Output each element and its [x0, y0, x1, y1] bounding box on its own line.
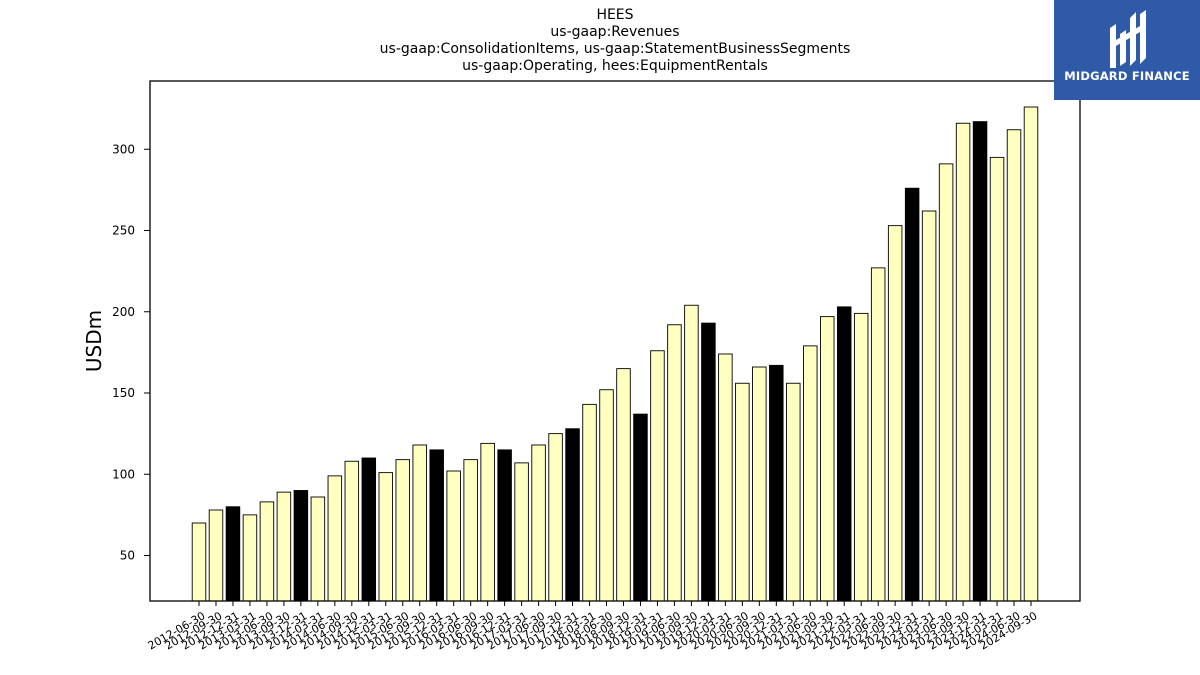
bar-2018-09-30 [616, 368, 631, 602]
bar-2023-09-30 [955, 122, 971, 602]
bar-2012-06-30 [191, 522, 207, 602]
chart-title-block: HEES us-gaap:Revenues us-gaap:Consolidat… [150, 7, 1080, 75]
bar-2013-09-30 [276, 491, 292, 602]
bar-2013-12-31 [293, 490, 309, 602]
plot-frame [149, 80, 1081, 602]
chart-title: HEES [596, 7, 634, 23]
bar-2022-09-30 [887, 225, 903, 602]
bar-2015-12-31 [429, 449, 444, 602]
bar-2019-09-30 [684, 304, 699, 602]
bar-2021-09-30 [820, 316, 835, 602]
midgard-logo-icon [1054, 0, 1200, 100]
bar-2022-03-31 [853, 312, 869, 602]
bar-2023-12-31 [972, 121, 988, 602]
y-tick-label: 50 [120, 549, 135, 563]
bar-2023-06-30 [938, 163, 954, 602]
y-tick-label: 300 [112, 142, 135, 156]
bar-2013-03-31 [242, 514, 258, 602]
bar-2014-03-31 [310, 496, 326, 602]
chart-subtitle-concept: us-gaap:Revenues [550, 24, 680, 40]
midgard-finance-logo: MIDGARD FINANCE [1054, 0, 1200, 100]
bar-2023-03-31 [921, 210, 937, 602]
bar-2024-06-30 [1006, 129, 1022, 602]
x-axis: 2012-06-302012-09-302012-12-312013-03-31… [146, 601, 1040, 652]
bar-2020-03-31 [718, 353, 733, 602]
bar-2017-12-31 [565, 428, 580, 602]
y-axis: 50 100 150 200 250 300 [112, 142, 150, 563]
bar-2017-03-31 [514, 462, 529, 602]
bar-2019-12-31 [701, 322, 716, 602]
bar-2020-12-31 [769, 364, 784, 602]
bar-2015-09-30 [412, 444, 427, 602]
bar-2021-03-31 [786, 382, 801, 602]
bar-2021-12-31 [836, 306, 852, 602]
bar-2024-09-30 [1023, 106, 1039, 602]
y-tick-label: 200 [112, 305, 135, 319]
bar-2014-09-30 [344, 460, 360, 602]
bar-2017-06-30 [531, 444, 546, 602]
bar-2014-06-30 [327, 475, 343, 602]
bar-2022-06-30 [870, 267, 886, 602]
bars-layer [191, 106, 1039, 602]
bar-2012-12-31 [225, 506, 241, 602]
bar-2019-06-30 [667, 324, 682, 602]
y-tick-label: 100 [112, 467, 135, 481]
bar-2012-09-30 [208, 509, 224, 602]
chart-subtitle-axes: us-gaap:ConsolidationItems, us-gaap:Stat… [379, 41, 851, 57]
chart-subtitle-members: us-gaap:Operating, hees:EquipmentRentals [462, 58, 768, 74]
bar-2013-06-30 [259, 501, 275, 602]
y-axis-label: USDm [82, 310, 106, 372]
bar-2015-06-30 [395, 459, 410, 602]
bar-2016-09-30 [480, 442, 495, 602]
logo-text: MIDGARD FINANCE [1064, 69, 1190, 83]
bar-2016-12-31 [497, 449, 512, 602]
bar-2016-06-30 [463, 459, 478, 602]
bar-2019-03-31 [650, 350, 665, 602]
bar-2021-06-30 [803, 345, 818, 602]
bar-2024-03-31 [989, 156, 1005, 602]
bar-2018-06-30 [599, 389, 614, 602]
y-tick-label: 250 [112, 224, 135, 238]
bar-2014-12-31 [361, 457, 377, 602]
bar-2017-09-30 [548, 433, 563, 602]
y-tick-label: 150 [112, 386, 135, 400]
bar-2020-09-30 [752, 366, 767, 602]
bar-2018-03-31 [582, 403, 597, 602]
bar-2018-12-31 [633, 413, 648, 602]
bar-2022-12-31 [904, 187, 920, 602]
bar-2015-03-31 [378, 472, 394, 602]
bar-2016-03-31 [446, 470, 461, 602]
bar-2020-06-30 [735, 382, 750, 602]
